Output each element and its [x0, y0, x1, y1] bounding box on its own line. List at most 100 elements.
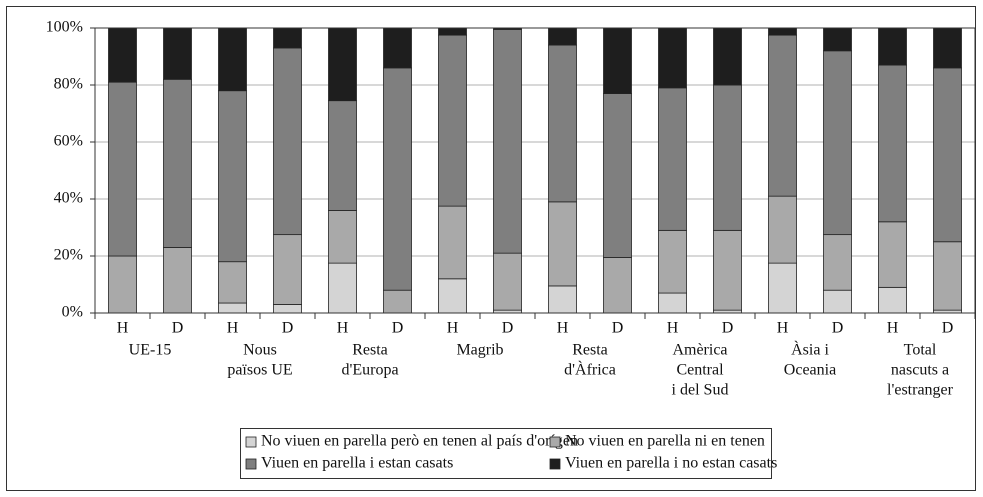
group-label: d'Àfrica: [564, 360, 616, 379]
bar-segment: [273, 304, 302, 314]
y-tick-label: 40%: [54, 190, 83, 207]
bar-segment: [933, 241, 962, 311]
bar-segment: [603, 257, 632, 314]
legend-swatch: [549, 458, 561, 470]
group-label: Resta: [352, 342, 388, 359]
bar-segment: [383, 67, 412, 291]
x-tick-label: D: [832, 320, 844, 337]
group-label: nascuts a: [891, 362, 949, 379]
bar-segment: [658, 292, 687, 314]
group-label: països UE: [227, 362, 292, 379]
bar-segment: [273, 234, 302, 305]
legend-label: No viuen en parella ni en tenen: [565, 433, 765, 450]
group-label: Magrib: [456, 342, 503, 359]
x-tick-label: H: [447, 320, 459, 337]
group-label: Nous: [243, 342, 277, 359]
bar-segment: [823, 27, 852, 52]
x-tick-label: H: [887, 320, 899, 337]
y-tick-label: 60%: [54, 133, 83, 150]
legend-swatch: [245, 458, 257, 470]
x-tick-label: D: [392, 320, 404, 337]
bar-segment: [878, 221, 907, 288]
bar-segment: [218, 302, 247, 314]
bar-segment: [713, 84, 742, 231]
group-label: Àsia i: [791, 340, 829, 359]
bar-segment: [108, 27, 137, 83]
bar-segment: [548, 44, 577, 203]
group-label: Total: [904, 342, 937, 359]
bar-segment: [273, 47, 302, 236]
bar-segment: [548, 201, 577, 287]
legend-label: No viuen en parella però en tenen al paí…: [261, 433, 578, 450]
bar-segment: [878, 27, 907, 66]
bar-segment: [823, 50, 852, 236]
x-tick-label: D: [282, 320, 294, 337]
bar-segment: [823, 234, 852, 291]
bar-segment: [878, 64, 907, 223]
bar-segment: [108, 81, 137, 257]
x-tick-label: H: [117, 320, 129, 337]
bar-segment: [328, 209, 357, 264]
bar-segment: [108, 255, 137, 314]
bar-segment: [768, 34, 797, 197]
x-tick-label: H: [227, 320, 239, 337]
bar-segment: [878, 286, 907, 314]
bar-segment: [493, 252, 522, 311]
bar-segment: [438, 27, 467, 36]
x-tick-label: H: [777, 320, 789, 337]
y-tick-label: 80%: [54, 76, 83, 93]
bar-segment: [768, 27, 797, 36]
group-label: i del Sud: [672, 382, 729, 399]
bar-segment: [658, 87, 687, 231]
group-label: Oceania: [784, 362, 836, 379]
bar-segment: [218, 90, 247, 263]
bar-segment: [548, 285, 577, 314]
bar-segment: [603, 27, 632, 94]
bar-segment: [438, 205, 467, 280]
bar-segment: [218, 27, 247, 92]
legend-label: Viuen en parella i estan casats: [261, 455, 453, 472]
y-tick-label: 20%: [54, 247, 83, 264]
bar-segment: [493, 29, 522, 254]
bar-segment: [768, 262, 797, 314]
bar-segment: [933, 67, 962, 243]
bar-segment: [218, 261, 247, 304]
bar-segment: [603, 93, 632, 258]
legend-label: Viuen en parella i no estan casats: [565, 455, 777, 472]
bar-segment: [713, 229, 742, 311]
group-label: Central: [676, 362, 724, 379]
group-label: l'estranger: [887, 382, 954, 399]
bar-segment: [328, 100, 357, 211]
bar-segment: [438, 34, 467, 207]
x-tick-label: D: [612, 320, 624, 337]
x-tick-label: D: [172, 320, 184, 337]
bar-segment: [383, 27, 412, 69]
legend-swatch: [549, 436, 561, 448]
x-tick-label: D: [942, 320, 954, 337]
y-tick-label: 100%: [46, 19, 83, 36]
plot-border: [94, 27, 976, 314]
bar-segment: [273, 27, 302, 49]
x-tick-label: H: [667, 320, 679, 337]
x-tick-label: H: [337, 320, 349, 337]
bar-segment: [658, 229, 687, 294]
group-label: d'Europa: [341, 362, 398, 379]
x-tick-label: H: [557, 320, 569, 337]
bar-segment: [823, 289, 852, 314]
bar-segment: [328, 262, 357, 314]
bar-segment: [383, 289, 412, 314]
x-tick-label: D: [502, 320, 514, 337]
x-tick-label: D: [722, 320, 734, 337]
bar-segment: [658, 27, 687, 89]
bar-segment: [328, 27, 357, 102]
bar-segment: [163, 27, 192, 80]
group-label: Amèrica: [672, 342, 727, 359]
legend-swatch: [245, 436, 257, 448]
legend-box: [240, 428, 772, 479]
bar-segment: [163, 78, 192, 248]
group-label: Resta: [572, 342, 608, 359]
bar-segment: [933, 27, 962, 69]
y-tick-label: 0%: [62, 304, 83, 321]
bar-segment: [163, 247, 192, 314]
